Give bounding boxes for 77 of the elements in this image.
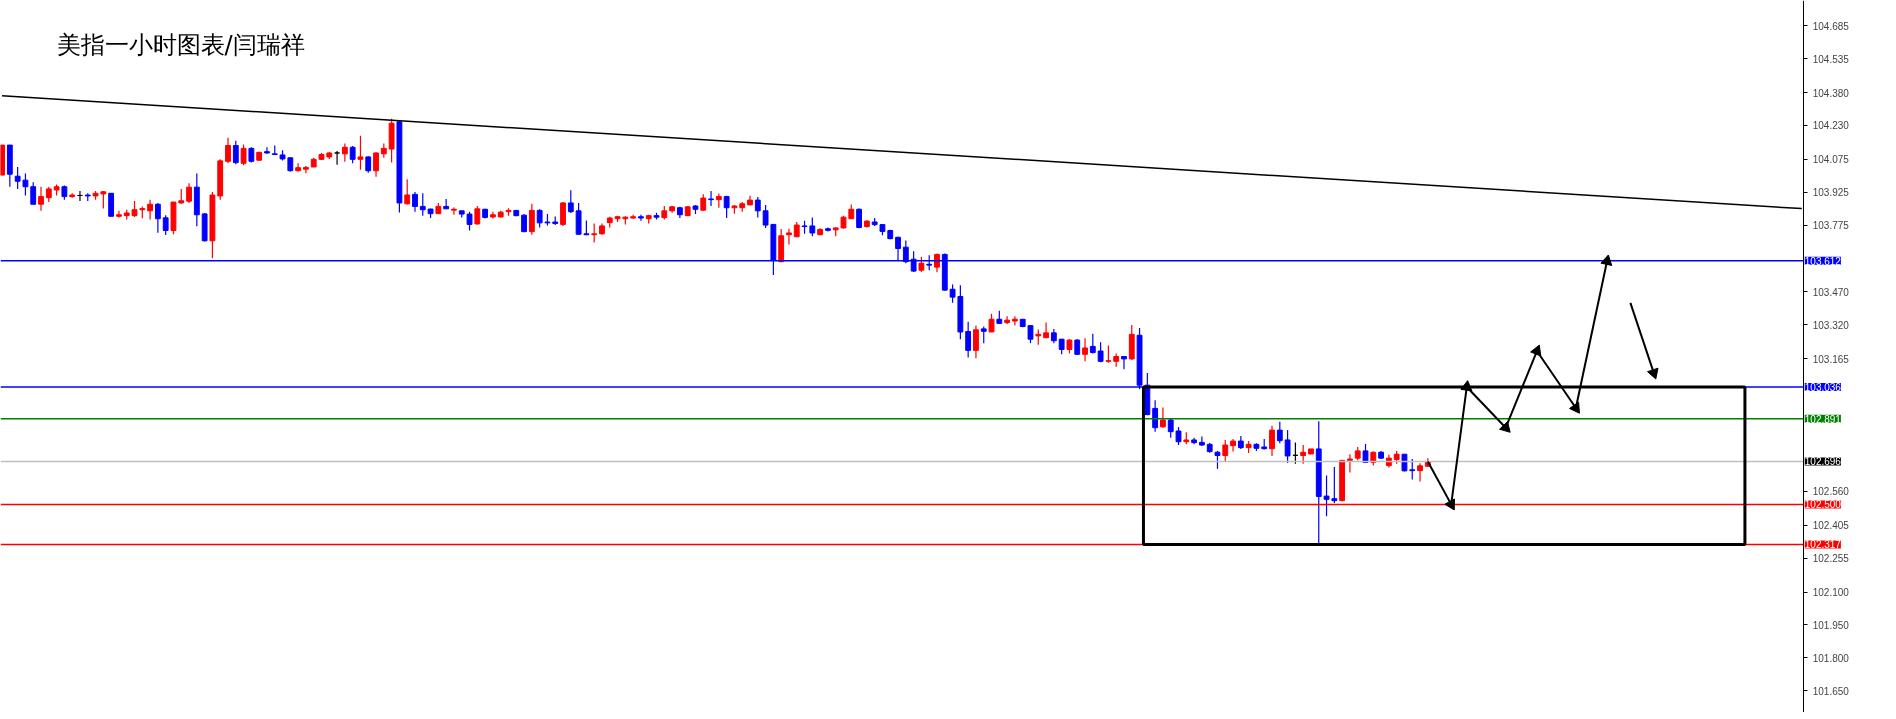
candlestick — [786, 228, 792, 246]
candlestick — [754, 196, 761, 219]
candlestick — [108, 192, 115, 217]
candlestick — [341, 142, 348, 163]
y-tick-label: 101.650 — [1812, 685, 1850, 697]
candlestick — [1300, 444, 1307, 465]
candlestick — [1160, 406, 1166, 429]
candlestick — [1222, 439, 1229, 462]
point — [1530, 344, 1542, 357]
ref-line-label: 103.612 — [1804, 255, 1842, 267]
candlestick — [1276, 421, 1283, 444]
candlestick — [1043, 321, 1049, 339]
candlestick — [451, 206, 457, 216]
y-tick-label: 102.255 — [1812, 553, 1850, 565]
candlestick — [988, 313, 995, 333]
y-tick-label: 104.230 — [1812, 120, 1850, 132]
candlestick — [240, 143, 247, 166]
candlestick — [419, 192, 426, 217]
candlestick — [575, 202, 582, 236]
y-tick-label: 102.560 — [1812, 486, 1850, 498]
candlestick — [404, 178, 411, 206]
ref-line-label: 102.500 — [1804, 499, 1842, 511]
candlestick — [528, 203, 535, 236]
candlestick — [1269, 425, 1275, 457]
candlestick — [1417, 462, 1423, 483]
candlestick — [708, 190, 714, 207]
candlestick — [965, 321, 972, 358]
y-tick-label: 101.950 — [1812, 619, 1850, 631]
candlestick — [412, 191, 418, 213]
y-tick-label: 104.685 — [1812, 20, 1850, 32]
candlestick — [567, 189, 574, 214]
ref-line-label: 102.696 — [1804, 456, 1842, 468]
candlestick — [466, 211, 473, 232]
candlestick — [357, 135, 364, 171]
candlestick — [973, 325, 979, 359]
y-tick-label: 104.380 — [1812, 87, 1850, 99]
text: 美指一小时图表/闫瑞祥 — [56, 30, 305, 59]
candlestick — [232, 140, 239, 165]
candlestick — [30, 181, 37, 205]
candlestick — [1198, 435, 1205, 447]
y-tick-label: 103.320 — [1812, 319, 1850, 331]
y-tick-label: 104.075 — [1812, 154, 1850, 166]
y-tick-label: 103.775 — [1812, 220, 1850, 232]
candlestick — [1362, 443, 1369, 463]
candlestick — [474, 205, 481, 225]
candlestick — [162, 214, 169, 236]
candlestick — [154, 202, 161, 234]
candlestick — [186, 182, 192, 204]
ref-line-label: 103.036 — [1804, 381, 1842, 393]
candlestick — [1121, 355, 1127, 370]
y-tick-label: 101.800 — [1812, 652, 1850, 664]
candlestick — [591, 222, 598, 244]
y-tick-label: 103.925 — [1812, 187, 1850, 199]
candlestick — [264, 146, 270, 155]
candlestick — [1152, 399, 1159, 433]
ref-line-label: 102.891 — [1804, 413, 1842, 425]
point — [1499, 421, 1511, 433]
point — [1444, 498, 1456, 511]
candlestick — [38, 186, 44, 212]
y-tick-label: 104.535 — [1812, 53, 1850, 65]
candlestick — [225, 137, 231, 164]
candlestick — [1347, 453, 1353, 474]
candlestick — [1082, 337, 1088, 362]
ref-line-label: 102.317 — [1804, 539, 1842, 551]
candlestick — [1284, 429, 1291, 464]
point — [1460, 380, 1473, 392]
y-tick-label: 103.470 — [1812, 286, 1850, 298]
point — [1600, 254, 1613, 266]
candlestick — [373, 151, 379, 178]
candlestick — [147, 199, 153, 221]
candlestick — [1011, 315, 1018, 327]
candlestick — [560, 201, 566, 227]
y-tick-label: 102.405 — [1812, 520, 1850, 532]
y-tick-label: 102.100 — [1812, 587, 1850, 599]
y-tick-label: 103.165 — [1812, 353, 1850, 365]
candlestick — [1230, 438, 1236, 453]
point — [1569, 401, 1580, 414]
